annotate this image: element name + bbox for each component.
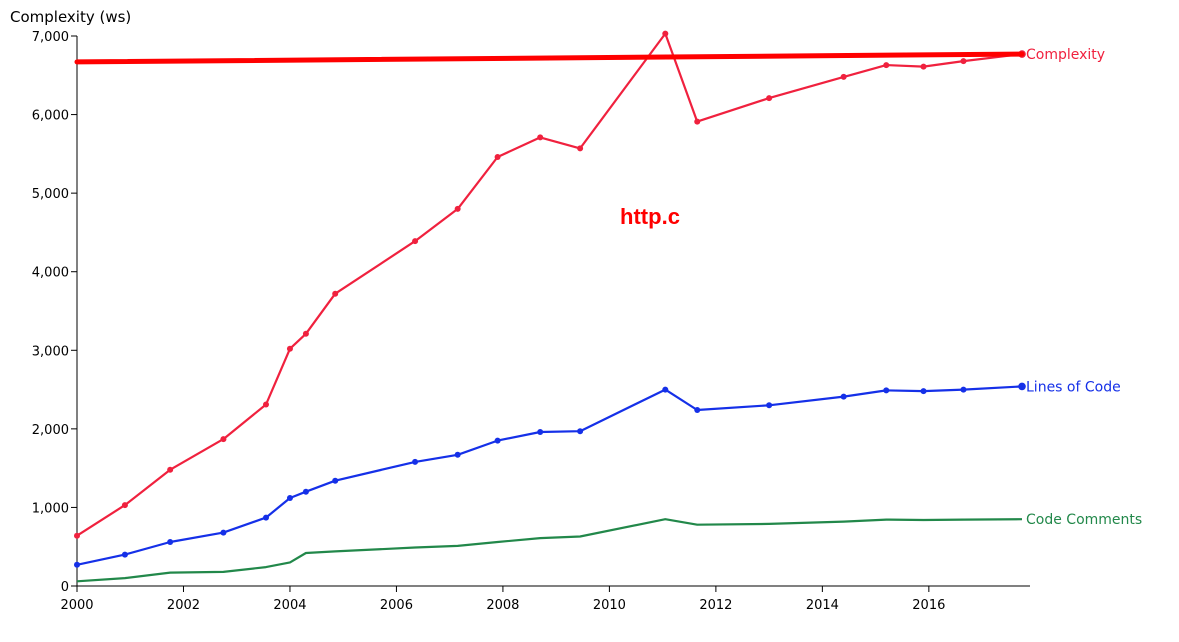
lines-of-code-point: [577, 428, 584, 435]
complexity-point: [454, 205, 461, 212]
x-axis: 2000 2002 2004 2006 2008 2010 2012 2014 2016: [60, 585, 1030, 613]
lines-of-code-point: [454, 451, 461, 458]
lines-of-code-point: [960, 386, 967, 393]
y-tick-label: 6,000: [32, 109, 69, 124]
lines-of-code-point: [167, 539, 174, 545]
chart-title: http.c: [620, 204, 680, 229]
complexity-trend-line: [74, 51, 1025, 65]
complexity-label: Complexity: [1026, 47, 1105, 63]
x-tick-label: 2016: [912, 598, 945, 613]
lines-of-code-point: [840, 393, 847, 400]
y-axis-title: Complexity (ws): [10, 8, 131, 26]
complexity-point: [920, 63, 927, 70]
code-comments-series-line: [76, 518, 1023, 583]
lines-of-code-point: [286, 495, 293, 501]
lines-of-code-point: [920, 388, 927, 395]
lines-of-code-point: [302, 488, 309, 495]
lines-of-code-point: [694, 407, 701, 413]
y-tick-label: 0: [61, 580, 69, 595]
y-tick-label: 7,000: [32, 30, 69, 45]
x-tick-label: 2004: [273, 598, 306, 613]
complexity-point: [412, 238, 419, 245]
x-tick-label: 2014: [806, 598, 839, 613]
x-tick-label: 2008: [486, 598, 519, 613]
complexity-point: [167, 466, 174, 473]
complexity-series-line: [76, 32, 1023, 537]
x-ticks: 2000 2002 2004 2006 2008 2010 2012 2014 2016: [60, 586, 945, 613]
y-tick-label: 2,000: [32, 423, 69, 438]
lines-of-code-point: [121, 551, 128, 558]
x-tick-label: 2006: [380, 598, 413, 613]
lines-of-code-point: [412, 458, 419, 465]
code-comments-label: Code Comments: [1026, 512, 1142, 528]
lines-of-code-point: [662, 386, 669, 393]
complexity-point: [302, 330, 309, 337]
lines-of-code-point: [883, 387, 890, 394]
complexity-point: [577, 145, 584, 152]
complexity-point: [537, 134, 544, 141]
y-axis: 0 1,000 2,000 3,000 4,000 5,000 6,000 7,000: [32, 30, 78, 595]
lines-of-code-point: [220, 529, 227, 536]
x-tick-label: 2012: [699, 598, 732, 613]
complexity-point: [220, 436, 227, 443]
complexity-point: [332, 290, 339, 297]
complexity-point: [840, 73, 847, 80]
y-tick-label: 3,000: [32, 344, 69, 359]
lines-of-code-point: [494, 437, 501, 444]
complexity-point: [121, 502, 128, 509]
y-tick-label: 5,000: [32, 187, 69, 202]
y-tick-label: 1,000: [32, 501, 69, 516]
y-tick-label: 4,000: [32, 266, 69, 281]
complexity-point: [960, 58, 967, 65]
x-tick-label: 2000: [60, 598, 93, 613]
complexity-point: [74, 532, 80, 539]
series-labels: Complexity Lines of Code Code Comments: [1026, 47, 1142, 528]
lines-of-code-point: [74, 561, 80, 568]
lines-of-code-point: [263, 514, 270, 521]
complexity-point: [883, 62, 890, 69]
lines-of-code-point: [1018, 382, 1026, 391]
x-tick-label: 2002: [167, 598, 200, 613]
trend-layer: [74, 51, 1025, 65]
complexity-point: [263, 401, 270, 408]
series-layer: [74, 30, 1026, 583]
complexity-point: [662, 30, 669, 37]
lines-of-code-point: [766, 402, 773, 409]
complexity-point: [766, 95, 773, 102]
complexity-point: [286, 345, 293, 352]
complexity-point: [694, 118, 701, 125]
lines-of-code-point: [332, 477, 339, 484]
complexity-point: [494, 154, 501, 160]
lines-of-code-label: Lines of Code: [1026, 379, 1121, 395]
lines-of-code-point: [537, 429, 544, 435]
x-tick-label: 2010: [593, 598, 626, 613]
y-ticks: 0 1,000 2,000 3,000 4,000 5,000 6,000 7,000: [32, 30, 77, 595]
